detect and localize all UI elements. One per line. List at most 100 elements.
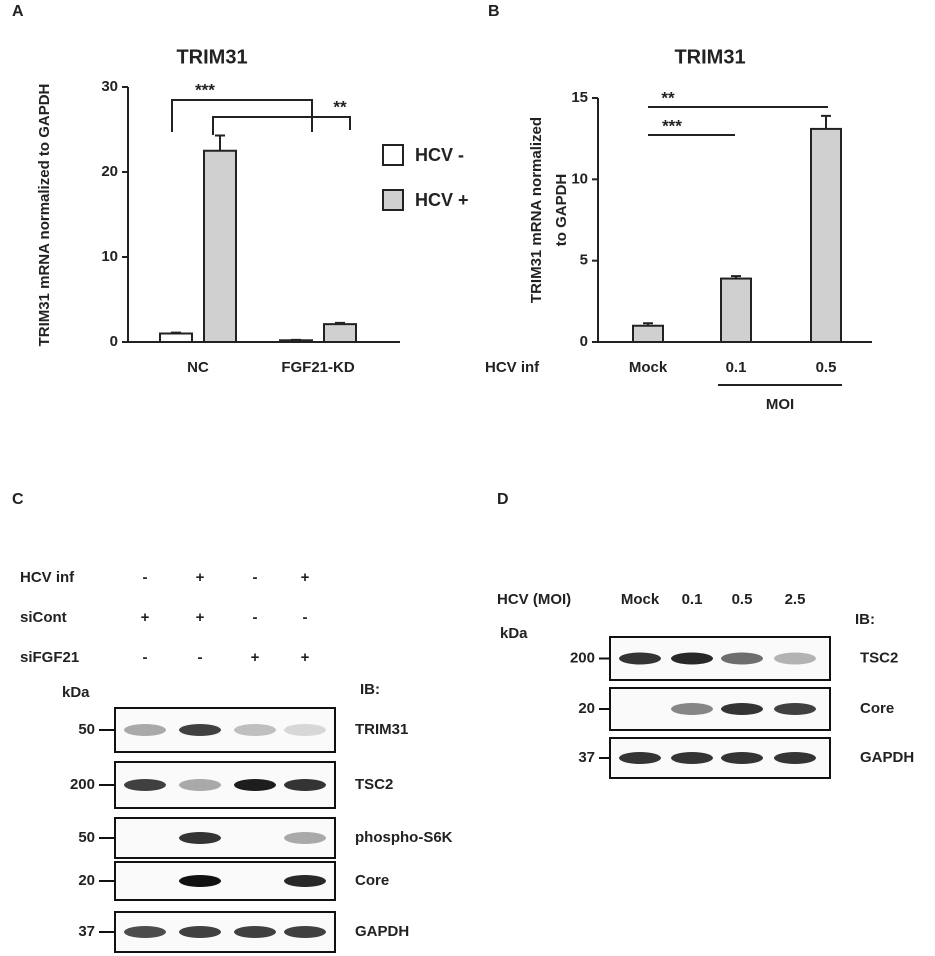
condition-label: HCV inf [20,569,75,586]
significance-label: *** [195,80,215,99]
y-axis-label: TRIM31 mRNA normalized [528,117,545,303]
band [671,703,713,715]
band-name: Core [355,872,389,889]
band [774,703,816,715]
error-bar [335,321,345,325]
band [124,724,166,736]
marker-label: 200 [70,776,95,793]
condition-label: siCont [20,609,67,626]
x-tick-label: 0.5 [816,359,837,376]
lane-label: 0.1 [682,591,703,608]
y-tick-label: 15 [571,89,588,106]
band [721,652,763,665]
band [284,724,326,736]
error-bar [171,331,181,334]
chart-title: TRIM31 [176,46,247,68]
band-name: TSC2 [355,776,393,793]
blot-frame [114,817,336,859]
condition-value: + [301,649,310,666]
panel-label: B [488,3,500,20]
condition-value: - [143,569,148,586]
band [124,779,166,791]
bar [203,149,237,343]
y-tick-label: 10 [571,170,588,187]
condition-value: + [141,609,150,626]
condition-value: + [301,569,310,586]
x-tick-label: FGF21-KD [281,359,355,376]
error-bar [215,134,225,151]
condition-value: + [196,569,205,586]
band [124,875,166,887]
band [124,832,166,844]
y-tick-label: 10 [101,248,118,265]
condition-value: - [253,609,258,626]
legend-swatch [382,189,404,211]
x-row-label: HCV inf [485,359,540,376]
band [234,779,276,791]
band [619,652,661,665]
bar [159,332,193,343]
band-name: Core [860,700,894,717]
condition-value: + [251,649,260,666]
legend-swatch [382,144,404,166]
lane-label: 0.5 [732,591,753,608]
band-name: phospho-S6K [355,829,453,846]
band [284,832,326,844]
error-bar [731,275,741,279]
panel-label: C [12,491,24,508]
kda-label: kDa [500,625,528,642]
band-name: GAPDH [355,923,409,940]
x-tick-label: 0.1 [726,359,747,376]
band [284,926,326,938]
y-axis-label: to GAPDH [553,174,570,247]
y-tick-label: 0 [110,333,118,350]
significance-label: ** [333,97,347,116]
band [774,652,816,665]
legend-label: HCV - [415,145,464,165]
y-tick-label: 20 [101,163,118,180]
legend-label: HCV + [415,190,469,210]
marker-label: 20 [578,700,595,717]
marker-label: 37 [578,749,595,766]
lane-label: 2.5 [785,591,806,608]
band [179,875,221,887]
band-name: TSC2 [860,649,898,666]
band [179,779,221,791]
band [774,752,816,764]
band [234,724,276,736]
kda-label: kDa [62,684,90,701]
band [124,926,166,938]
blot-frame [114,707,336,753]
lane-label: Mock [621,591,660,608]
marker-label: 20 [78,872,95,889]
band [179,832,221,844]
ib-label: IB: [360,681,380,698]
significance-bracket [212,116,351,135]
significance-label: ** [661,88,675,107]
band [619,703,661,715]
marker-label: 200 [570,649,595,666]
condition-value: - [253,569,258,586]
condition-value: - [303,609,308,626]
y-axis-label: TRIM31 mRNA normalized to GAPDH [36,84,53,347]
panel-label: A [12,3,24,20]
condition-value: - [198,649,203,666]
bar [323,323,357,343]
y-tick-label: 5 [580,252,588,269]
condition-value: + [196,609,205,626]
lane-header: HCV (MOI) [497,591,571,608]
y-tick-label: 30 [101,78,118,95]
band [619,752,661,764]
marker-label: 37 [78,923,95,940]
band [671,752,713,764]
marker-label: 50 [78,829,95,846]
error-bar [643,322,653,326]
band-name: TRIM31 [355,721,408,738]
band [234,832,276,844]
band [179,926,221,938]
marker-label: 50 [78,721,95,738]
band [721,752,763,764]
band [234,875,276,887]
